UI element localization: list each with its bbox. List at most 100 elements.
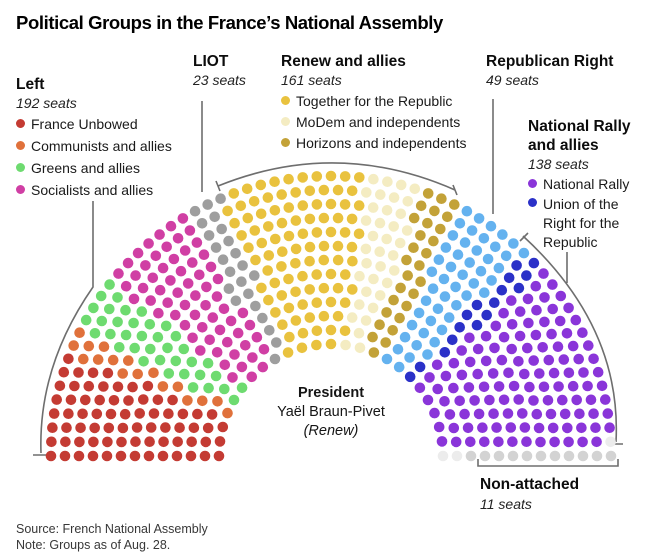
seat-dot <box>189 309 201 321</box>
seat-dot <box>490 320 502 332</box>
seat-dot <box>290 315 302 326</box>
seat-dot <box>472 343 484 355</box>
seat-dot <box>368 273 379 285</box>
seat-dot <box>381 205 393 216</box>
seat-dot <box>209 211 220 223</box>
seat-dot <box>46 436 57 448</box>
seat-dot <box>236 230 247 241</box>
seat-dot <box>557 394 568 406</box>
seat-dot <box>227 372 238 383</box>
seat-dot <box>119 408 131 420</box>
seat-dot <box>547 279 558 290</box>
seat-dot <box>454 322 466 333</box>
seat-dot <box>112 381 124 393</box>
seat-dot <box>157 450 169 462</box>
seat-dot <box>80 314 92 326</box>
seat-dot <box>263 294 274 306</box>
seat-dot <box>374 217 386 229</box>
seat-dot <box>104 303 115 315</box>
seat-dot <box>473 408 485 420</box>
seat-dot <box>507 450 519 462</box>
legend-item-together: Together for the Republic <box>281 93 452 110</box>
seat-dot <box>219 383 230 395</box>
seat-dot <box>346 241 358 253</box>
seat-dot <box>325 170 337 182</box>
seat-dot <box>408 242 419 253</box>
seat-dot <box>436 193 447 204</box>
seat-dot <box>157 381 169 392</box>
seat-dot <box>438 273 450 285</box>
seat-dot <box>459 408 470 420</box>
seat-dot <box>297 200 309 211</box>
seat-dot <box>506 295 517 306</box>
seat-dot <box>602 408 614 419</box>
seat-dot <box>195 345 206 356</box>
seat-dot <box>325 198 337 210</box>
seat-dot <box>375 189 386 200</box>
seat-dot <box>381 277 393 289</box>
seat-dot <box>493 436 504 448</box>
seat-dot <box>158 436 169 448</box>
seat-dot <box>450 436 462 448</box>
seat-dot <box>508 380 520 392</box>
seat-dot <box>451 300 462 311</box>
seat-dot <box>353 327 365 339</box>
seat-dot <box>102 436 113 448</box>
seat-dot <box>497 229 508 240</box>
seat-dot <box>290 187 302 198</box>
seat-dot <box>297 327 309 339</box>
seat-dot <box>318 240 330 252</box>
seat-dot <box>122 257 134 269</box>
seat-dot <box>381 353 393 365</box>
seat-dot <box>215 193 226 204</box>
seat-dot <box>104 279 115 290</box>
seat-dot <box>318 282 330 294</box>
seat-dot <box>415 200 427 212</box>
seat-dot <box>250 300 261 312</box>
seat-dot <box>262 265 274 276</box>
seat-dot <box>414 382 426 394</box>
seat-dot <box>250 254 261 266</box>
legend-item-label: National Rally <box>543 176 630 192</box>
seat-dot <box>346 312 358 323</box>
seat-dot <box>436 324 448 336</box>
seat-dot <box>465 436 476 448</box>
socialists-dot-icon <box>16 185 25 194</box>
seat-dot <box>552 341 564 353</box>
seat-dot <box>402 270 414 281</box>
seat-dot <box>140 260 151 271</box>
seat-dot <box>88 302 99 314</box>
seat-dot <box>223 283 235 295</box>
seat-dot <box>325 324 337 336</box>
president-name: Yaël Braun-Pivet <box>277 404 385 420</box>
seat-dot <box>98 381 109 392</box>
legend-item-national-rally: National Rally <box>528 176 629 193</box>
seat-dot <box>123 355 134 366</box>
seat-dot <box>283 273 294 285</box>
seat-dot <box>543 354 555 366</box>
seat-dot <box>562 422 573 434</box>
seat-dot <box>123 395 134 406</box>
seat-dot <box>354 342 366 354</box>
legend-item-label: France Unbowed <box>31 116 138 132</box>
seat-dot <box>190 290 201 301</box>
seat-dot <box>401 254 412 266</box>
seat-dot <box>213 450 225 462</box>
seat-dot <box>214 436 226 447</box>
left-group-heading: Left <box>16 76 45 93</box>
seat-dot <box>59 450 71 462</box>
seat-dot <box>538 268 549 279</box>
seat-dot <box>493 450 505 462</box>
seat-dot <box>435 223 446 235</box>
seat-dot <box>511 260 522 271</box>
seat-dot <box>235 200 247 212</box>
seat-dot <box>92 354 104 365</box>
seat-dot <box>432 383 444 395</box>
seat-dot <box>590 422 601 434</box>
seat-dot <box>142 380 154 392</box>
seat-dot <box>360 243 372 255</box>
seat-dot <box>422 349 433 360</box>
seat-dot <box>228 188 240 199</box>
seat-dot <box>112 292 123 303</box>
seat-dot <box>202 422 214 434</box>
